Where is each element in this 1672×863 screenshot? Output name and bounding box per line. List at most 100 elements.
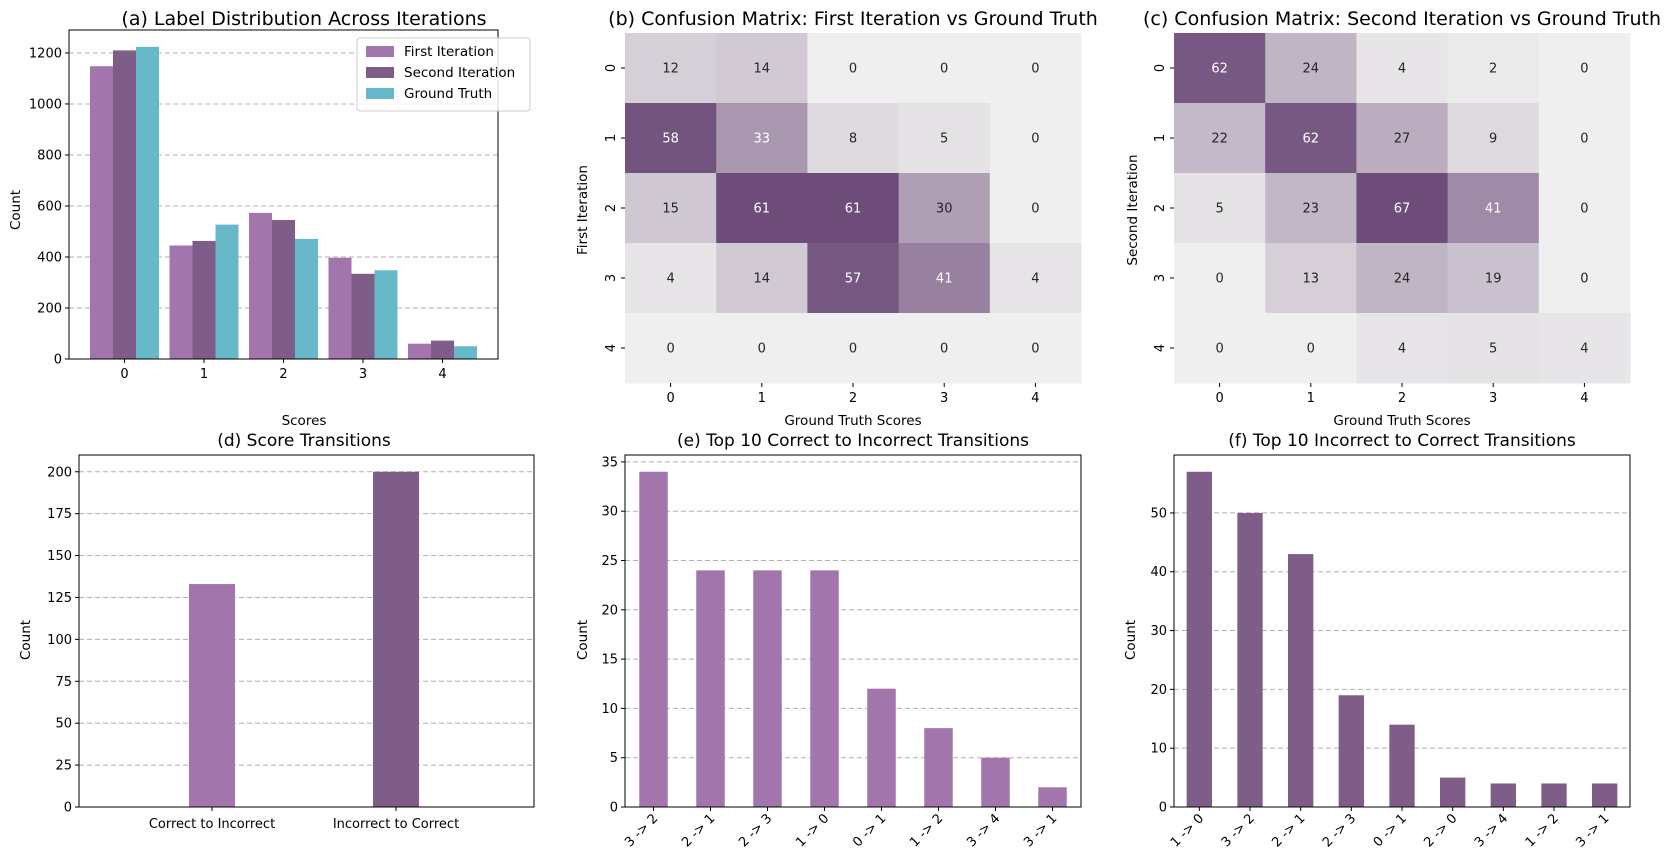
bar-3-4 <box>1490 783 1516 807</box>
heatmap-value-r4-c1: 0 <box>1307 342 1315 357</box>
panel-f-title: (f) Top 10 Incorrect to Correct Transiti… <box>1228 431 1576 451</box>
panel-b-confusion-matrix-first: (b) Confusion Matrix: First Iteration vs… <box>575 8 1098 429</box>
y-tick-label: 20 <box>601 603 618 618</box>
y-tick-label: 10 <box>601 702 618 717</box>
heatmap-cell-r4-c3 <box>898 313 991 384</box>
heatmap-value-r1-c2: 27 <box>1394 132 1411 147</box>
heatmap-value-r1-c1: 33 <box>754 132 771 147</box>
heatmap-cell-r0-c4 <box>989 33 1082 104</box>
panel-e-correct-to-incorrect: (e) Top 10 Correct to Incorrect Transiti… <box>575 431 1082 850</box>
heatmap-cell-r0-c3 <box>1447 33 1540 104</box>
x-tick-label: 2 <box>1398 391 1406 406</box>
x-tick-label: 2 <box>849 391 857 406</box>
heatmap-value-r0-c0: 12 <box>662 62 679 77</box>
heatmap-cell-r1-c0 <box>625 103 717 174</box>
y-tick-label: 1000 <box>29 97 62 112</box>
heatmap-cell-r1-c4 <box>989 103 1082 174</box>
panel-c-xlabel: Ground Truth Scores <box>1333 413 1470 429</box>
heatmap-value-r2-c0: 15 <box>662 202 679 217</box>
panel-d-ylabel: Count <box>18 620 34 660</box>
panel-c-title: (c) Confusion Matrix: Second Iteration v… <box>1143 8 1661 30</box>
heatmap-cell-r2-c4 <box>989 173 1082 244</box>
legend-label-second-iteration: Second Iteration <box>404 65 515 81</box>
heatmap-value-r2-c3: 30 <box>936 202 953 217</box>
y-tick-label: 200 <box>47 465 72 480</box>
x-tick-label: 0 <box>1215 391 1223 406</box>
panel-d-plot: Correct to Incorrect Incorrect to Correct… <box>47 454 535 832</box>
panel-e-ylabel: Count <box>575 620 591 660</box>
heatmap-value-r1-c4: 0 <box>1580 132 1588 147</box>
heatmap-cell-r2-c1 <box>716 173 808 244</box>
heatmap-value-r1-c4: 0 <box>1031 132 1039 147</box>
heatmap-cell-r3-c1 <box>1265 243 1357 314</box>
bar-first-iteration-score-2 <box>249 212 272 359</box>
heatmap-cell-r3-c2 <box>1356 243 1449 314</box>
heatmap-value-r1-c1: 62 <box>1303 132 1320 147</box>
y-tick-label: 175 <box>47 507 72 522</box>
heatmap-cell-r3-c1 <box>716 243 808 314</box>
y-tick-label: 20 <box>1150 683 1167 698</box>
heatmap-cell-r4-c4 <box>989 313 1082 384</box>
bar-2-3 <box>753 570 782 807</box>
bar-2-1 <box>1288 554 1314 807</box>
y-tick-label: 0 <box>1159 801 1167 816</box>
y-tick-label: 30 <box>601 505 618 520</box>
bar-ground-truth-score-3 <box>374 270 398 359</box>
panel-c-plot: 62 24 4 2 022 62 27 9 05 23 67 41 00 13 24 19 00 0 4 5 40 1 2 3… <box>1153 33 1631 406</box>
heatmap-cell-r2-c3 <box>898 173 991 244</box>
panel-b-ylabel: First Iteration <box>575 165 591 255</box>
x-tick-label: 2 <box>279 367 287 382</box>
bar-0-1 <box>1389 724 1415 807</box>
heatmap-cell-r0-c0 <box>1174 33 1266 104</box>
bar-second-iteration-score-3 <box>351 273 375 359</box>
heatmap-value-r3-c3: 41 <box>936 272 953 287</box>
bar-3-2 <box>639 471 668 807</box>
y-tick-label: 0 <box>610 801 618 816</box>
bar-2-1 <box>696 570 725 807</box>
heatmap-cell-r4-c0 <box>625 313 717 384</box>
y-tick-label: 2 <box>1153 204 1168 212</box>
panel-d-score-transitions: (d) Score Transitions Count Correct to I… <box>18 431 535 832</box>
heatmap-value-r2-c2: 61 <box>845 202 862 217</box>
bar-3-2 <box>1237 512 1263 807</box>
bar-1-0 <box>1186 471 1212 807</box>
bar-first-iteration-score-3 <box>328 257 352 359</box>
heatmap-cell-r0-c1 <box>1265 33 1357 104</box>
heatmap-value-r4-c3: 5 <box>1489 342 1497 357</box>
panel-b-title: (b) Confusion Matrix: First Iteration vs… <box>608 8 1098 30</box>
y-tick-label: 800 <box>37 148 62 163</box>
y-tick-label: 400 <box>37 250 62 265</box>
panel-c-confusion-matrix-second: (c) Confusion Matrix: Second Iteration v… <box>1125 8 1661 429</box>
heatmap-cell-r4-c0 <box>1174 313 1266 384</box>
y-tick-label: 15 <box>601 653 618 668</box>
heatmap-value-r0-c0: 62 <box>1211 62 1228 77</box>
x-tick-label: 3 <box>1489 391 1497 406</box>
heatmap-value-r0-c2: 0 <box>849 62 857 77</box>
panel-a-label-distribution: (a) Label Distribution Across Iterations… <box>8 8 531 429</box>
y-tick-label: 5 <box>610 751 618 766</box>
y-tick-label: 30 <box>1150 624 1167 639</box>
heatmap-value-r3-c0: 4 <box>666 272 674 287</box>
y-tick-label: 1200 <box>29 46 62 61</box>
bar-second-iteration-score-1 <box>192 240 216 359</box>
y-tick-label: 4 <box>604 344 619 352</box>
x-tick-label: 1 <box>758 391 766 406</box>
heatmap-cell-r1-c4 <box>1538 103 1631 174</box>
panel-a-ylabel: Count <box>8 190 24 230</box>
y-tick-label: 125 <box>47 591 72 606</box>
heatmap-value-r1-c3: 9 <box>1489 132 1497 147</box>
x-tick-label: 4 <box>1580 391 1588 406</box>
x-tick-label: 1 <box>200 367 208 382</box>
bar-incorrect-to-correct <box>373 471 419 807</box>
y-tick-label: 35 <box>601 455 618 470</box>
heatmap-value-r2-c1: 61 <box>754 202 771 217</box>
heatmap-cell-r1-c3 <box>898 103 991 174</box>
heatmap-cell-r0-c0 <box>625 33 717 104</box>
heatmap-cell-r2-c4 <box>1538 173 1631 244</box>
heatmap-cell-r2-c2 <box>1356 173 1449 244</box>
plot-frame <box>68 29 499 360</box>
heatmap-value-r0-c1: 14 <box>754 62 771 77</box>
legend-box <box>356 37 531 112</box>
panel-a-plot: 0 1 2 3 4 0 200 400 600 800 1000 1200 <box>29 29 499 382</box>
heatmap-value-r2-c4: 0 <box>1031 202 1039 217</box>
